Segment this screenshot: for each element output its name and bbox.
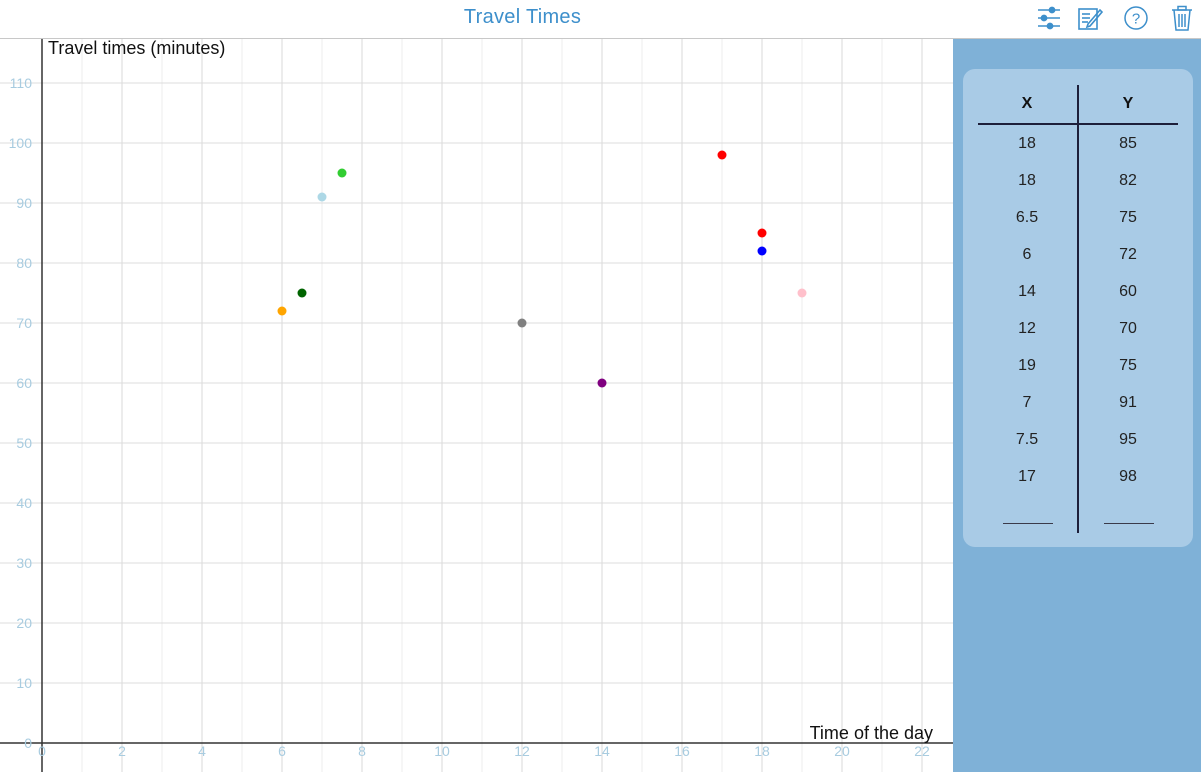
x-tick-label: 2 — [118, 743, 126, 759]
table-cell-x[interactable]: 12 — [1018, 320, 1036, 337]
table-cell-x[interactable]: 17 — [1018, 468, 1036, 485]
table-row[interactable]: 17 98 — [963, 466, 1193, 503]
x-tick-label: 22 — [914, 743, 930, 759]
table-cell-x[interactable]: 19 — [1018, 357, 1036, 374]
y-tick-label: 110 — [10, 75, 33, 91]
table-cell-y[interactable]: 72 — [1119, 246, 1137, 263]
table-header-y: Y — [1122, 95, 1134, 112]
table-cell-x[interactable]: 6 — [1022, 246, 1032, 263]
table-cell-y[interactable]: 75 — [1119, 357, 1137, 374]
x-tick-label: 12 — [514, 743, 530, 759]
table-cell-y[interactable]: 95 — [1119, 431, 1137, 448]
table-cell-y[interactable]: 91 — [1119, 394, 1137, 411]
svg-text:?: ? — [1132, 11, 1140, 28]
table-cell-y[interactable]: 70 — [1119, 320, 1137, 337]
table-row[interactable]: 18 82 — [963, 170, 1193, 207]
data-point[interactable] — [757, 228, 767, 238]
table-cell-x[interactable]: 14 — [1018, 283, 1036, 300]
table-cell-y[interactable]: 85 — [1119, 135, 1137, 152]
data-point[interactable] — [297, 288, 307, 298]
x-tick-label: 10 — [434, 743, 450, 759]
y-tick-label: 50 — [16, 435, 32, 451]
settings-sliders-icon[interactable] — [1035, 4, 1063, 32]
x-tick-label: 14 — [594, 743, 610, 759]
table-row[interactable]: 7.5 95 — [963, 429, 1193, 466]
data-point[interactable] — [717, 150, 727, 160]
app-title: Travel Times — [463, 6, 582, 28]
table-cell-x[interactable]: 7.5 — [1015, 431, 1039, 448]
y-tick-label: 40 — [16, 495, 32, 511]
table-row[interactable]: 7 91 — [963, 392, 1193, 429]
table-row[interactable]: 12 70 — [963, 318, 1193, 355]
y-tick-label: 70 — [16, 315, 32, 331]
data-point[interactable] — [317, 192, 327, 202]
y-tick-label: 90 — [16, 195, 32, 211]
table-row[interactable]: 6.5 75 — [963, 207, 1193, 244]
help-icon[interactable]: ? — [1122, 4, 1150, 32]
data-point[interactable] — [337, 168, 347, 178]
y-tick-label: 100 — [9, 135, 33, 151]
table-row[interactable]: 18 85 — [963, 133, 1193, 170]
x-tick-label: 16 — [674, 743, 690, 759]
y-tick-label: 60 — [16, 375, 32, 391]
scatter-plot[interactable]: 0 10 20 30 40 50 60 70 80 90 100 110 0 2 4 6 8 10 12 14 16 18… — [0, 39, 953, 772]
data-point[interactable] — [797, 288, 807, 298]
data-point[interactable] — [757, 246, 767, 256]
table-cell-y[interactable]: 82 — [1119, 172, 1137, 189]
table-column-divider — [1077, 85, 1079, 533]
table-cell-x[interactable]: 18 — [1018, 135, 1036, 152]
data-point[interactable] — [517, 318, 527, 328]
top-bar: Travel Times ? — [0, 0, 1201, 39]
trash-icon[interactable] — [1168, 4, 1196, 32]
table-cell-y[interactable]: 60 — [1119, 283, 1137, 300]
graph-area[interactable]: 0 10 20 30 40 50 60 70 80 90 100 110 0 2 4 6 8 10 12 14 16 18… — [0, 39, 953, 772]
data-point[interactable] — [597, 378, 607, 388]
new-x-input[interactable] — [1003, 523, 1053, 524]
table-header-x: X — [1021, 95, 1033, 112]
x-tick-label: 18 — [754, 743, 770, 759]
table-cell-y[interactable]: 98 — [1119, 468, 1137, 485]
table-cell-x[interactable]: 7 — [1022, 394, 1032, 411]
table-row[interactable]: 6 72 — [963, 244, 1193, 281]
table-cell-x[interactable]: 18 — [1018, 172, 1036, 189]
table-cell-y[interactable]: 75 — [1119, 209, 1137, 226]
x-tick-label: 20 — [834, 743, 850, 759]
x-tick-label: 4 — [198, 743, 206, 759]
x-axis-label: Time of the day — [810, 723, 933, 743]
y-tick-label: 80 — [16, 255, 32, 271]
y-tick-label: 20 — [16, 615, 32, 631]
y-tick-label: 0 — [24, 735, 32, 751]
table-row[interactable]: 19 75 — [963, 355, 1193, 392]
side-panel: X Y 18 85 18 82 6.5 75 6 72 14 60 12 70 19 75 7… — [953, 39, 1201, 772]
x-tick-label: 0 — [38, 743, 46, 759]
y-axis-label: Travel times (minutes) — [48, 39, 225, 58]
data-table: X Y 18 85 18 82 6.5 75 6 72 14 60 12 70 19 75 7… — [963, 69, 1193, 547]
table-row[interactable]: 14 60 — [963, 281, 1193, 318]
edit-note-icon[interactable] — [1076, 4, 1104, 32]
x-tick-label: 8 — [358, 743, 366, 759]
table-cell-x[interactable]: 6.5 — [1015, 209, 1039, 226]
data-point[interactable] — [277, 306, 287, 316]
x-tick-label: 6 — [278, 743, 286, 759]
y-tick-label: 10 — [16, 675, 32, 691]
y-tick-label: 30 — [16, 555, 32, 571]
new-y-input[interactable] — [1104, 523, 1154, 524]
